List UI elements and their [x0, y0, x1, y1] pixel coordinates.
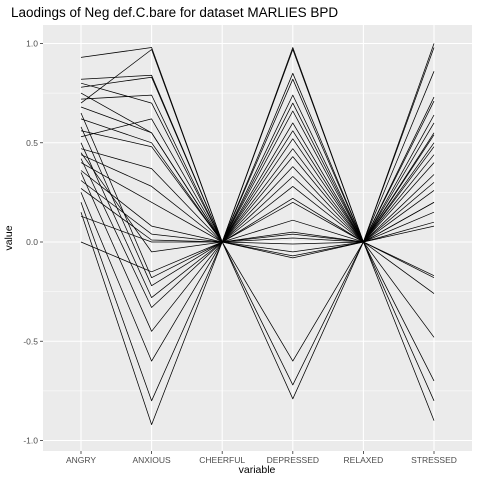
x-tick-label-anxious: ANXIOUS [132, 455, 171, 465]
y-tick-label: 1.0 [26, 39, 38, 49]
x-tick-label-cheerful: CHEERFUL [199, 455, 245, 465]
series-line-19 [80, 142, 435, 338]
series-line-21 [80, 172, 435, 401]
series-line-20 [80, 158, 435, 382]
x-axis: ANGRY ANXIOUS CHEERFUL DEPRESSED RELAXED STRE… [66, 451, 457, 465]
series-line-18 [80, 126, 435, 294]
series-line-28 [80, 92, 435, 243]
y-axis-title: value [3, 225, 15, 250]
chart-title: Laodings of Neg def.C.bare for dataset M… [11, 5, 338, 20]
series-line-25 [80, 47, 435, 243]
series-line-22 [80, 192, 435, 421]
series-line-24 [80, 71, 435, 425]
x-tick-label-relaxed: RELAXED [344, 455, 384, 465]
series-line-14 [80, 197, 435, 243]
y-tick-label: 0.0 [26, 237, 38, 247]
series-line-9 [80, 148, 435, 243]
series-line-11 [80, 166, 435, 243]
series-line-16 [80, 82, 435, 243]
series-line-13 [80, 186, 435, 243]
grid-lines [43, 25, 472, 451]
series-line-3 [80, 76, 435, 243]
series-line-6 [80, 118, 435, 243]
y-tick-label: -0.5 [23, 336, 38, 346]
series-line-15 [80, 219, 435, 273]
series-line-27 [80, 152, 435, 257]
series-lines [80, 43, 435, 425]
x-tick-label-stressed: STRESSED [411, 455, 457, 465]
y-axis: -1.0 -0.5 0.0 0.5 1.0 [23, 39, 43, 446]
series-line-7 [80, 130, 435, 243]
series-line-10 [80, 156, 435, 243]
x-tick-label-angry: ANGRY [66, 455, 96, 465]
series-line-8 [80, 138, 435, 243]
y-tick-label: -1.0 [23, 436, 38, 446]
series-line-4 [80, 94, 435, 243]
x-tick-label-depressed: DEPRESSED [267, 455, 319, 465]
x-axis-title: variable [239, 464, 276, 476]
series-line-23 [80, 202, 435, 402]
y-tick-label: 0.5 [26, 138, 38, 148]
series-line-26 [80, 118, 435, 243]
